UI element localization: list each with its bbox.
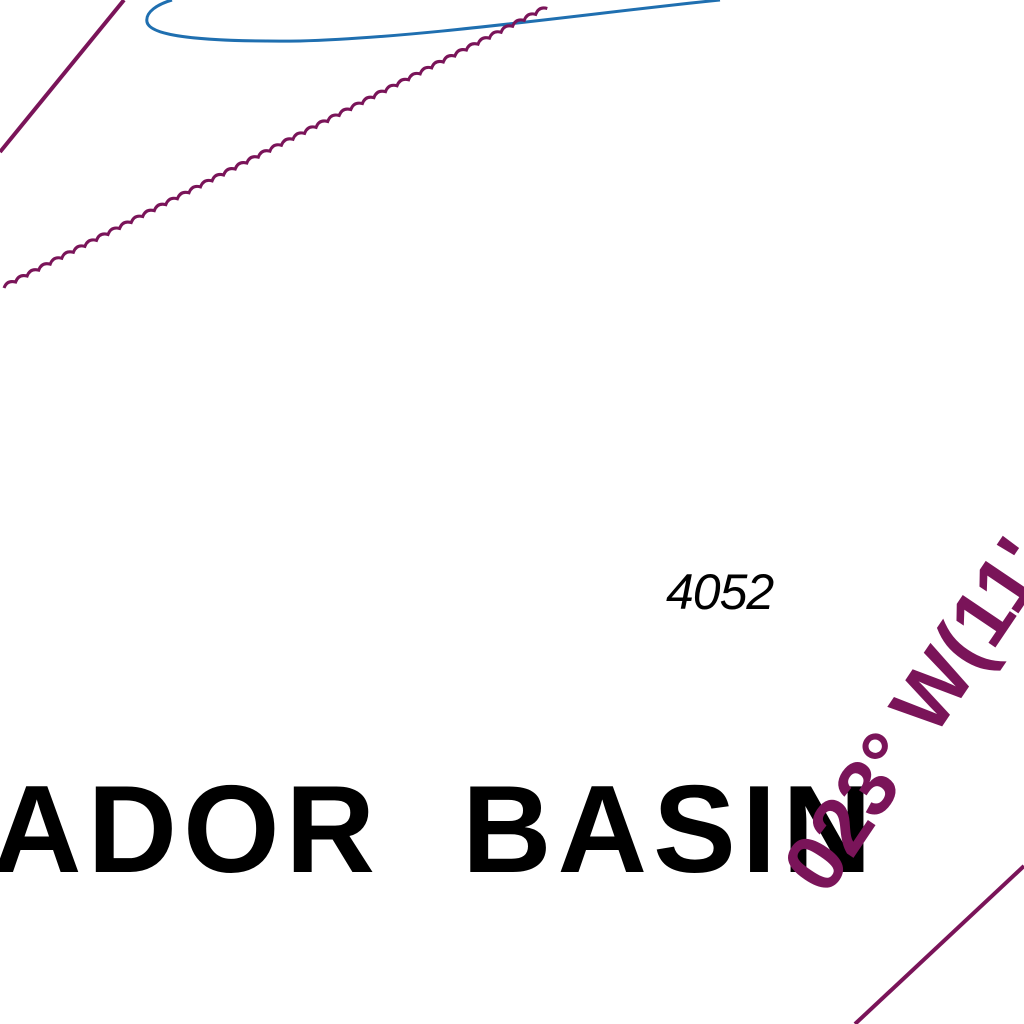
depth-contour-line [145, 0, 721, 43]
basin-name-label: ADOR BASIN [0, 761, 878, 899]
straight-limit-line [0, 0, 126, 154]
bearing-line [853, 864, 1024, 1024]
wavy-limit-line [2, 6, 548, 289]
depth-sounding-label: 4052 [666, 564, 774, 620]
